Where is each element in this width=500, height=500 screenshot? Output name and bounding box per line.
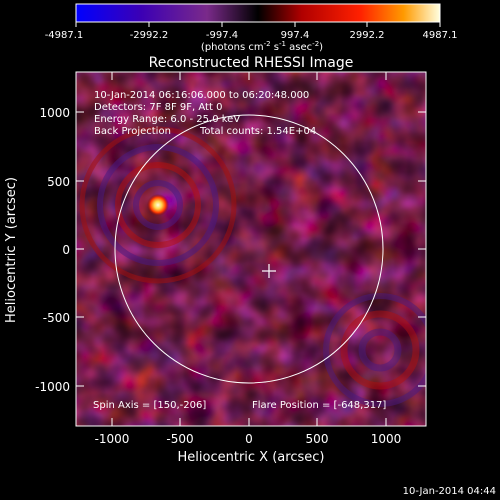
x-axis-ticks: [111, 72, 387, 426]
colorbar-tick-label: -997.4: [206, 30, 238, 41]
y-tick-label: -500: [43, 311, 70, 325]
colorbar-ticks: [75, 22, 441, 27]
y-tick-label: 0: [62, 243, 70, 257]
colorbar-units: (photons cm-2 s-1 asec-2): [201, 40, 323, 53]
flare-source: [147, 194, 169, 216]
generated-timestamp: 10-Jan-2014 04:44: [403, 486, 496, 497]
y-tick-label: -1000: [35, 380, 70, 394]
info-time-range: 10-Jan-2014 06:16:06.000 to 06:20:48.000: [94, 90, 309, 101]
y-tick-label: 500: [47, 175, 70, 189]
reconstructed-image: [76, 72, 426, 426]
colorbar-tick-label: 4987.1: [423, 30, 458, 41]
flare-position-label: Flare Position = [-648,317]: [252, 400, 386, 411]
x-tick-label: -500: [166, 432, 193, 446]
info-method: Back Projection: [94, 126, 171, 137]
y-axis-ticks: [76, 111, 426, 387]
colorbar: [75, 3, 441, 23]
x-tick-label: 500: [306, 432, 329, 446]
x-axis-label: Heliocentric X (arcsec): [178, 450, 325, 465]
colorbar-tick-label: 997.4: [281, 30, 310, 41]
plot-title: Reconstructed RHESSI Image: [149, 55, 354, 71]
info-energy-range: Energy Range: 6.0 - 25.0 keV: [94, 114, 240, 125]
colorbar-tick-label: -2992.2: [130, 30, 169, 41]
center-crosshair: [262, 264, 276, 278]
colorbar-tick-label: 2992.2: [350, 30, 385, 41]
x-tick-label: 0: [245, 432, 253, 446]
info-detectors: Detectors: 7F 8F 9F, Att 0: [94, 102, 222, 113]
spin-axis-label: Spin Axis = [150,-206]: [93, 400, 206, 411]
solar-limb: [114, 114, 384, 384]
x-tick-label: 1000: [371, 432, 402, 446]
y-axis-label: Heliocentric Y (arcsec): [4, 177, 19, 323]
colorbar-tick-label: -4987.1: [45, 30, 84, 41]
info-total-counts: Total counts: 1.54E+04: [199, 126, 316, 137]
x-tick-label: -1000: [95, 432, 130, 446]
y-tick-label: 1000: [39, 106, 70, 120]
